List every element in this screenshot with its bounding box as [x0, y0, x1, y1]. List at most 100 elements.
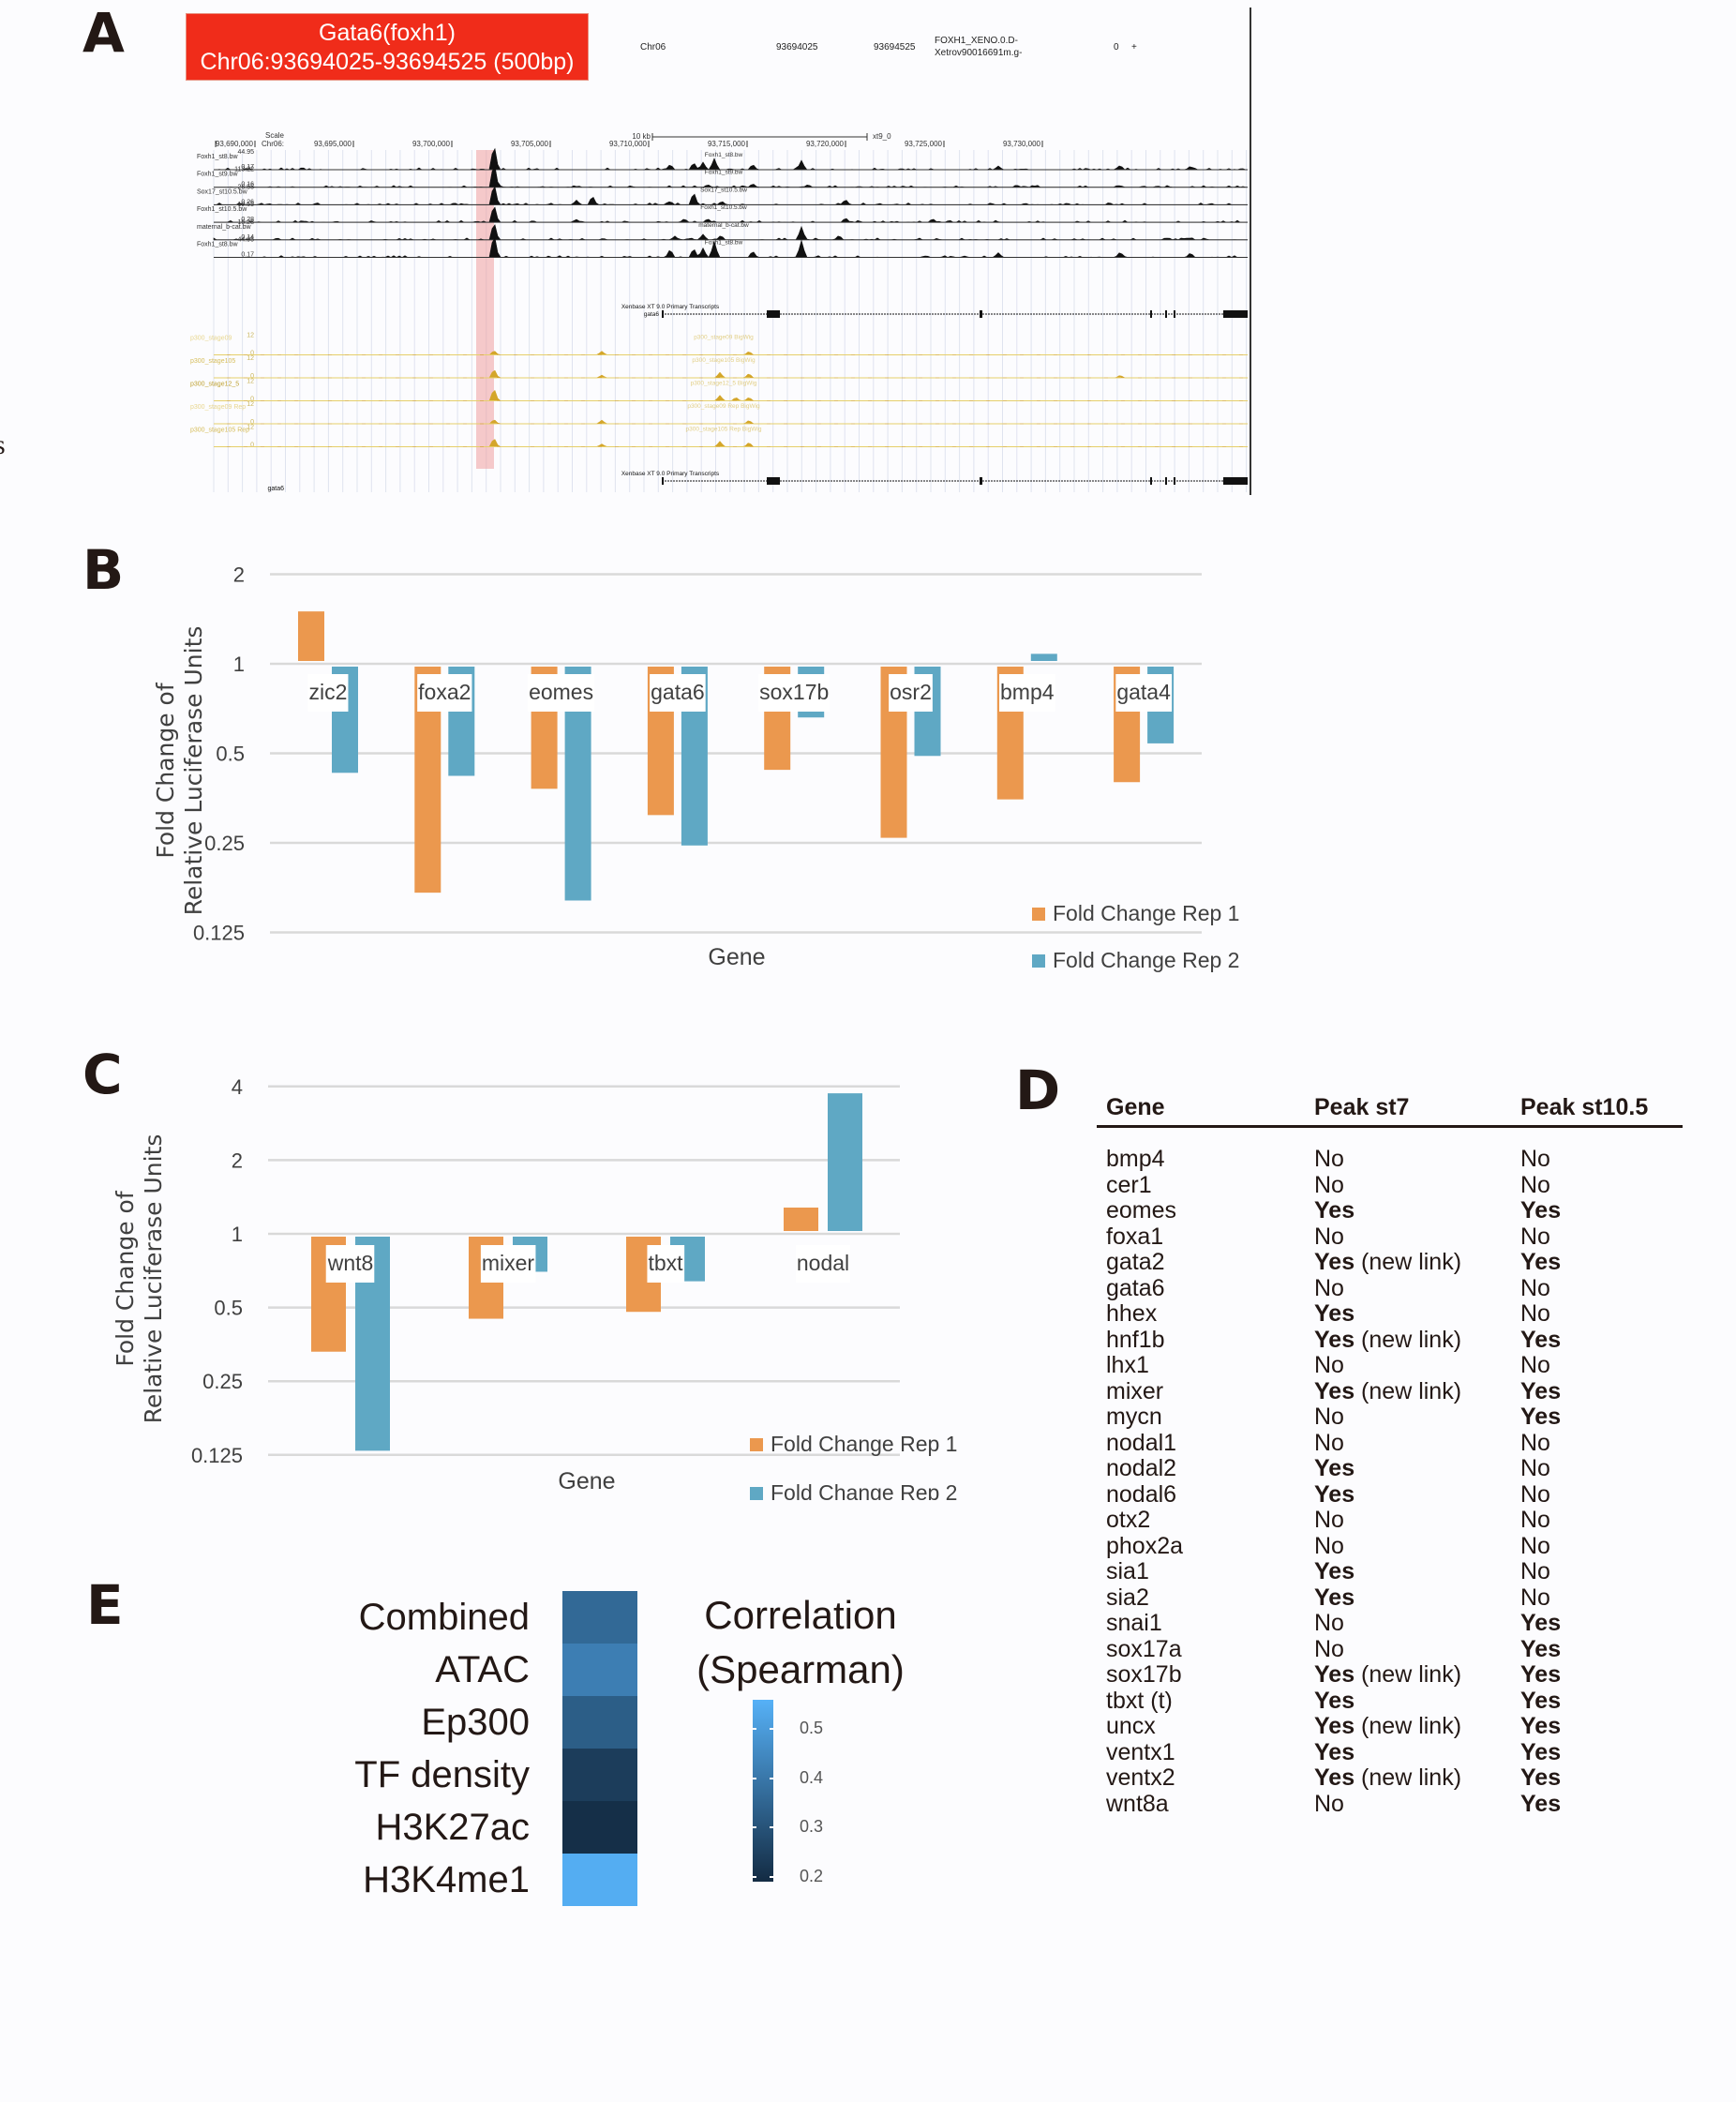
yes-value: Yes: [1314, 1480, 1355, 1508]
yes-value: Yes: [1520, 1197, 1562, 1224]
col-header-peak-st10-5: Peak st10.5: [1520, 1094, 1649, 1120]
y-axis-label-line: Relative Luciferase Units: [140, 1134, 167, 1424]
gene-label: gata6: [267, 486, 284, 492]
track-name: Foxh1_st8.bw: [197, 242, 239, 248]
y-axis-label-line: Fold Change of: [112, 1190, 139, 1367]
cell-peak-st10-5: Yes: [1520, 1636, 1680, 1663]
position-tick-label: 93,705,000: [511, 140, 549, 148]
cell-peak-st7: Yes (new link): [1314, 1249, 1520, 1276]
colorbar-tick-mark: [753, 1826, 773, 1829]
cell-peak-st7: Yes: [1314, 1300, 1520, 1328]
category-label-bg: [647, 1245, 685, 1283]
cell-gene: sia1: [1106, 1558, 1149, 1584]
position-tick-label: 93,690,000: [216, 140, 254, 148]
track-max: 15.28: [237, 219, 254, 226]
scale-label: Scale: [265, 131, 285, 140]
panel-label-b: B: [82, 538, 125, 602]
new-link-note: (new link): [1354, 1764, 1462, 1791]
p300-track: p300_stage105 12 0 p300_stage105 BigWig: [190, 355, 1248, 380]
track-min: 0: [250, 419, 254, 426]
transcript-exon: [767, 310, 780, 318]
track-min: 0.17: [241, 252, 254, 259]
category-label-bg: [528, 674, 595, 712]
colorbar-tick-mark: [753, 1777, 773, 1779]
track-signal: [214, 351, 1248, 355]
y-tick-label: 4: [232, 1075, 243, 1099]
cell-peak-st7: No: [1314, 1146, 1344, 1172]
transcripts-label: Xenbase XT 9.0 Primary Transcripts: [621, 304, 720, 310]
position-tick-label: 93,725,000: [905, 140, 943, 148]
colorbar-tick-mark: [753, 1728, 773, 1731]
colorbar-tick-label: 0.4: [800, 1767, 824, 1787]
track-name: Sox17_st10.5.bw: [197, 188, 248, 195]
cell-peak-st10-5: No: [1520, 1480, 1550, 1508]
track-name: maternal_b-cat.bw: [197, 224, 252, 231]
cell-gene: uncx: [1106, 1713, 1156, 1739]
cell-gene: ventx2: [1106, 1764, 1175, 1791]
cell-peak-st10-5: Yes: [1520, 1378, 1680, 1405]
table-row: gata6 No No: [1097, 1275, 1683, 1302]
cell-gene: mycn: [1106, 1404, 1162, 1430]
heatmap-row-label: Ep300: [421, 1702, 530, 1743]
cell-gene: wnt8a: [1106, 1790, 1169, 1817]
bar: [828, 1093, 862, 1231]
track-center-label: p300_stage12_5 BigWig: [691, 381, 757, 387]
cropped-margin-text: s: [0, 429, 6, 461]
cell-peak-st10-5: No: [1520, 1146, 1550, 1172]
cell-peak-st7: Yes (new link): [1314, 1713, 1520, 1740]
colorbar-tick-mark: [753, 1875, 773, 1878]
panel-label-a: A: [82, 1, 125, 65]
col-header-peak-st7: Peak st7: [1314, 1094, 1410, 1120]
track-name: p300_stage09 Rep: [190, 404, 246, 411]
region-coordinates: Chr06:93694025-93694525 (500bp): [200, 49, 575, 75]
cell-gene: cer1: [1106, 1171, 1152, 1198]
track-signal: [214, 419, 1248, 425]
track-max: 12: [247, 333, 254, 339]
cell-gene: ventx1: [1106, 1738, 1175, 1765]
legend-swatch: [1032, 908, 1045, 921]
new-link-note: (new link): [1354, 1661, 1462, 1688]
table-row: tbxt (t) Yes Yes: [1097, 1688, 1683, 1715]
region-title: Gata6(foxh1): [319, 20, 456, 46]
category-label: nodal: [797, 1251, 849, 1275]
chart-b: 2 1 0.5 0.25 0.125 Fold Change ofRelative Luc…: [152, 563, 1239, 973]
table-row: sia2 Yes No: [1097, 1584, 1683, 1612]
colorbar-title: Correlation (Spearman): [679, 1588, 922, 1697]
table-row: uncx Yes (new link) Yes: [1097, 1713, 1683, 1740]
track-name: p300_stage12_5: [190, 382, 239, 388]
transcript-exon: [662, 310, 664, 318]
heatmap-cell: [562, 1801, 637, 1854]
yes-value: Yes: [1520, 1738, 1562, 1765]
track-max: 113.22: [234, 167, 254, 173]
cell-gene: foxa1: [1106, 1223, 1164, 1250]
y-tick-label: 1: [232, 1223, 243, 1246]
track-min: 0.17: [241, 164, 254, 171]
table-row: ventx2 Yes (new link) Yes: [1097, 1764, 1683, 1792]
new-link-note: (new link): [1354, 1326, 1462, 1353]
yes-value: Yes: [1314, 1584, 1355, 1611]
col-header-gene: Gene: [1106, 1094, 1165, 1120]
cell-peak-st7: No: [1314, 1610, 1344, 1636]
track-max: 12: [247, 379, 254, 385]
heatmap-cell: [562, 1591, 637, 1644]
transcript-exon: [662, 477, 664, 485]
position-ticks: 93,690,000 93,695,000 93,700,000 93,705,000…: [215, 140, 1043, 148]
cell-peak-st10-5: No: [1520, 1300, 1550, 1327]
track-min: 0.16: [241, 182, 254, 188]
heatmap-cell: [562, 1749, 637, 1801]
table-row: cer1 No No: [1097, 1171, 1683, 1199]
category-label-bg: [999, 674, 1055, 712]
cell-peak-st10-5: Yes: [1520, 1610, 1680, 1637]
p300-track: p300_stage09 Rep 12 0 p300_stage09 Rep BigW…: [190, 401, 1248, 426]
region-highlight: [476, 150, 494, 469]
y-tick-label: 0.125: [193, 922, 245, 945]
track-center-label: Foxh1_st10.5.bw: [700, 204, 747, 211]
category-label-bg: [307, 674, 349, 712]
position-tick-label: 93,715,000: [708, 140, 746, 148]
table-row: wnt8a No Yes: [1097, 1790, 1683, 1818]
bed-name-line2: Xetrov90016691m.g-: [935, 48, 1023, 58]
